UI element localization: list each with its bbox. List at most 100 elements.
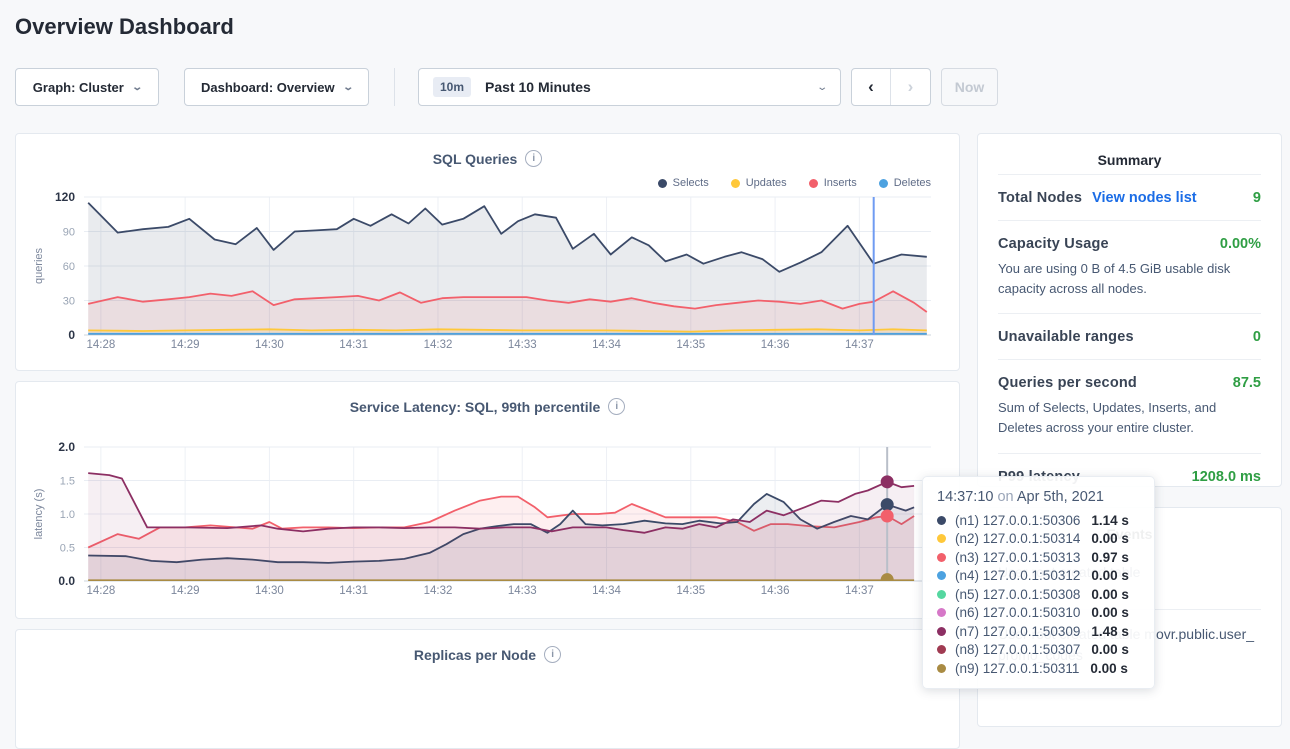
total-nodes-value: 9 bbox=[1252, 190, 1261, 206]
svg-text:14:36: 14:36 bbox=[761, 339, 790, 351]
svg-text:14:32: 14:32 bbox=[424, 585, 453, 597]
time-range-picker[interactable]: 10m Past 10 Minutes ⌄ bbox=[418, 68, 841, 106]
svg-text:14:37: 14:37 bbox=[845, 339, 874, 351]
sql-queries-title: SQL Queries bbox=[432, 150, 518, 167]
legend-item-inserts[interactable]: Inserts bbox=[808, 177, 857, 189]
legend-dot-icon bbox=[730, 178, 740, 188]
svg-text:1.5: 1.5 bbox=[60, 476, 75, 488]
svg-text:queries: queries bbox=[33, 247, 45, 284]
tooltip-node-label: (n1) 127.0.0.1:50306 bbox=[955, 512, 1081, 528]
sql-queries-panel: SQL Queries i Selects Updates Inserts Delet… bbox=[15, 133, 960, 371]
tooltip-node-row: (n3) 127.0.0.1:50313 0.97 s bbox=[937, 548, 1140, 567]
tooltip-node-row: (n2) 127.0.0.1:50314 0.00 s bbox=[937, 530, 1140, 549]
tooltip-node-value: 0.00 s bbox=[1091, 605, 1129, 621]
replicas-per-node-title: Replicas per Node bbox=[413, 646, 537, 663]
tooltip-node-value: 0.00 s bbox=[1091, 568, 1129, 584]
legend-item-updates[interactable]: Updates bbox=[730, 177, 787, 189]
queries-per-second-description: Sum of Selects, Updates, Inserts, and De… bbox=[998, 400, 1217, 436]
legend-dot-icon bbox=[657, 178, 667, 188]
tooltip-node-value: 0.00 s bbox=[1091, 642, 1129, 658]
tooltip-node-row: (n7) 127.0.0.1:50309 1.48 s bbox=[937, 622, 1140, 641]
series-dot-icon bbox=[937, 515, 946, 525]
now-button[interactable]: Now bbox=[941, 68, 998, 106]
time-range-label: Past 10 Minutes bbox=[485, 79, 591, 95]
legend-dot-icon bbox=[878, 178, 888, 188]
tooltip-node-value: 1.48 s bbox=[1091, 623, 1129, 639]
legend-dot-icon bbox=[808, 178, 818, 188]
info-icon[interactable]: i bbox=[525, 150, 543, 167]
tooltip-node-value: 0.00 s bbox=[1091, 586, 1129, 602]
tooltip-node-label: (n5) 127.0.0.1:50308 bbox=[955, 586, 1081, 602]
svg-text:14:28: 14:28 bbox=[86, 339, 115, 351]
service-latency-title: Service Latency: SQL, 99th percentile bbox=[349, 398, 601, 415]
time-step-back-button[interactable]: ‹ bbox=[852, 69, 891, 105]
queries-per-second-value: 87.5 bbox=[1232, 375, 1261, 392]
unavailable-ranges-label: Unavailable ranges bbox=[998, 329, 1134, 346]
tooltip-timestamp: 14:37:10 on Apr 5th, 2021 bbox=[937, 489, 1104, 505]
time-step-forward-button[interactable]: › bbox=[907, 77, 914, 96]
svg-text:14:35: 14:35 bbox=[676, 339, 705, 351]
summary-row-queries-per-second: Queries per second 87.5 Sum of Selects, … bbox=[998, 359, 1261, 452]
time-step-buttons: ‹ › bbox=[851, 68, 931, 106]
info-icon[interactable]: i bbox=[544, 646, 562, 663]
service-latency-chart[interactable]: 0.0 0.5 1.0 1.5 2.0 14:28 14:29 14:30 14:31 14:32… bbox=[16, 382, 959, 623]
series-dot-icon bbox=[937, 645, 946, 655]
svg-text:1.0: 1.0 bbox=[60, 509, 75, 521]
tooltip-node-label: (n8) 127.0.0.1:50307 bbox=[955, 642, 1081, 658]
tooltip-rows: (n1) 127.0.0.1:50306 1.14 s (n2) 127.0.0.1… bbox=[937, 511, 1140, 678]
graph-scope-label: Graph: Cluster bbox=[32, 79, 124, 95]
svg-text:0.0: 0.0 bbox=[58, 574, 75, 588]
tooltip-node-row: (n8) 127.0.0.1:50307 0.00 s bbox=[937, 641, 1140, 660]
tooltip-node-label: (n7) 127.0.0.1:50309 bbox=[955, 623, 1081, 639]
sql-queries-chart[interactable]: 0 30 60 90 120 14:28 14:29 14:30 14:31 14:32 14:33… bbox=[16, 134, 959, 375]
tooltip-node-value: 0.00 s bbox=[1090, 660, 1128, 676]
sql-queries-legend: Selects Updates Inserts Deletes bbox=[657, 177, 931, 189]
series-dot-icon bbox=[937, 552, 946, 562]
legend-label: Inserts bbox=[823, 177, 857, 189]
tooltip-node-label: (n6) 127.0.0.1:50310 bbox=[955, 605, 1081, 621]
tooltip-node-row: (n6) 127.0.0.1:50310 0.00 s bbox=[937, 604, 1140, 623]
tooltip-node-label: (n3) 127.0.0.1:50313 bbox=[955, 549, 1081, 565]
svg-text:60: 60 bbox=[63, 261, 75, 273]
tooltip-node-label: (n2) 127.0.0.1:50314 bbox=[955, 531, 1081, 547]
summary-panel: Summary Total Nodes View nodes list 9 Ca… bbox=[977, 133, 1282, 487]
dashboard-dropdown[interactable]: Dashboard: Overview ⌄ bbox=[184, 68, 369, 106]
tooltip-node-label: (n4) 127.0.0.1:50312 bbox=[955, 568, 1081, 584]
svg-text:120: 120 bbox=[55, 190, 75, 204]
legend-item-selects[interactable]: Selects bbox=[657, 177, 709, 189]
info-icon[interactable]: i bbox=[608, 398, 626, 415]
legend-label: Updates bbox=[745, 177, 787, 189]
tooltip-node-value: 1.14 s bbox=[1091, 512, 1129, 528]
series-dot-icon bbox=[937, 534, 946, 544]
summary-row-total-nodes: Total Nodes View nodes list 9 bbox=[998, 174, 1261, 220]
series-dot-icon bbox=[937, 589, 946, 599]
dashboard-dropdown-label: Dashboard: Overview bbox=[200, 79, 335, 95]
svg-text:90: 90 bbox=[63, 227, 75, 239]
svg-text:latency (s): latency (s) bbox=[33, 489, 45, 540]
svg-text:14:33: 14:33 bbox=[508, 585, 537, 597]
p99-latency-value: 1208.0 ms bbox=[1191, 468, 1261, 485]
legend-label: Selects bbox=[672, 177, 709, 189]
tooltip-node-row: (n4) 127.0.0.1:50312 0.00 s bbox=[937, 567, 1140, 586]
legend-item-deletes[interactable]: Deletes bbox=[878, 177, 931, 189]
chevron-down-icon: ⌄ bbox=[815, 81, 828, 93]
summary-row-capacity-usage: Capacity Usage 0.00% You are using 0 B o… bbox=[998, 220, 1261, 313]
view-nodes-list-link[interactable]: View nodes list bbox=[1092, 190, 1197, 206]
svg-text:14:28: 14:28 bbox=[86, 585, 115, 597]
queries-per-second-label: Queries per second bbox=[998, 375, 1137, 392]
tooltip-node-value: 0.97 s bbox=[1091, 549, 1129, 565]
toolbar-divider bbox=[394, 68, 395, 106]
unavailable-ranges-value: 0 bbox=[1252, 329, 1261, 346]
svg-text:30: 30 bbox=[63, 296, 75, 308]
tooltip-node-row: (n5) 127.0.0.1:50308 0.00 s bbox=[937, 585, 1140, 604]
summary-row-unavailable-ranges: Unavailable ranges 0 bbox=[998, 313, 1261, 359]
svg-text:14:33: 14:33 bbox=[508, 339, 537, 351]
svg-text:14:31: 14:31 bbox=[339, 585, 368, 597]
svg-text:0: 0 bbox=[68, 328, 75, 342]
tooltip-node-row: (n9) 127.0.0.1:50311 0.00 s bbox=[937, 659, 1140, 678]
capacity-usage-description: You are using 0 B of 4.5 GiB usable disk… bbox=[998, 261, 1231, 297]
svg-text:14:29: 14:29 bbox=[171, 339, 200, 351]
graph-scope-dropdown[interactable]: Graph: Cluster ⌄ bbox=[15, 68, 159, 106]
sql-chart-svg: 0 30 60 90 120 14:28 14:29 14:30 14:31 14:32 14:33… bbox=[33, 190, 931, 351]
tooltip-node-row: (n1) 127.0.0.1:50306 1.14 s bbox=[937, 511, 1140, 530]
